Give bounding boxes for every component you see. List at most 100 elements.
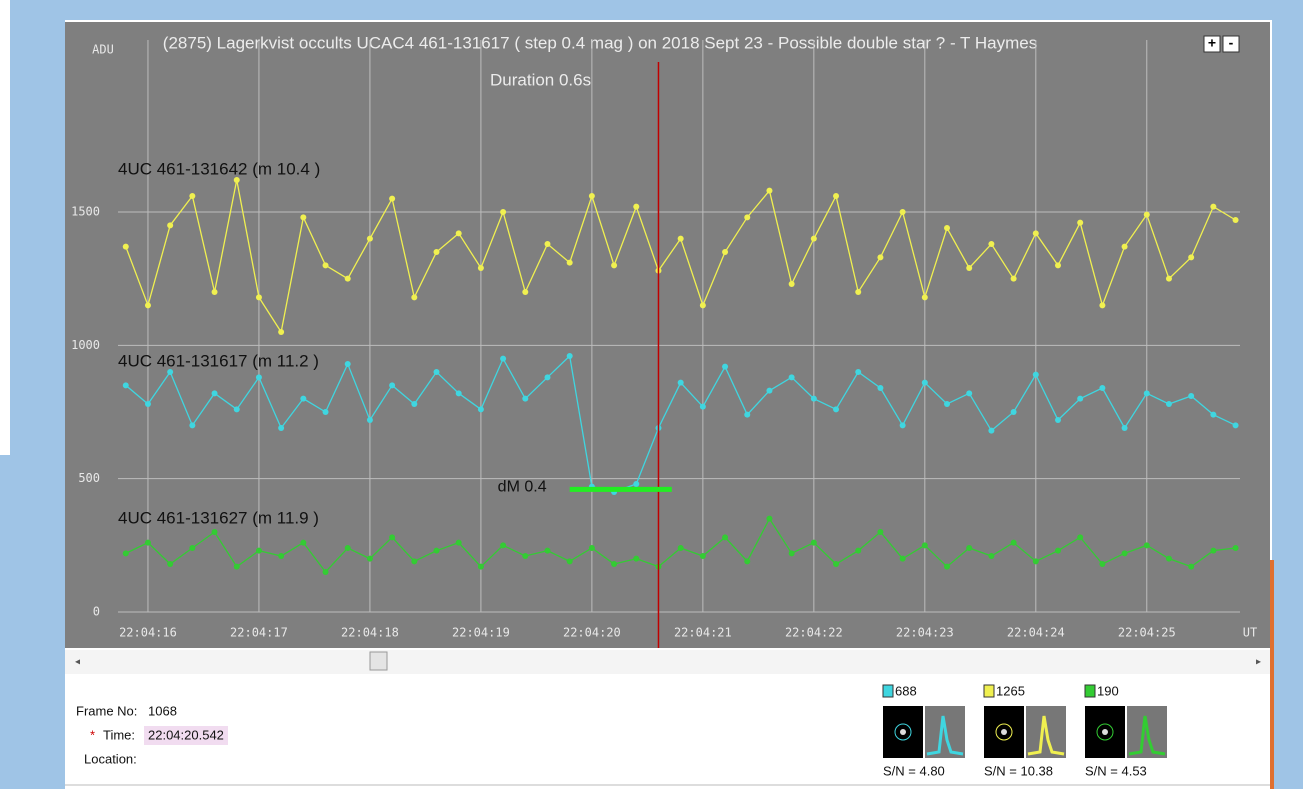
data-point bbox=[566, 353, 573, 359]
aperture-star bbox=[1001, 729, 1007, 735]
data-point bbox=[1099, 561, 1106, 567]
data-point bbox=[344, 275, 351, 282]
scrollbar[interactable] bbox=[65, 650, 1270, 674]
data-point bbox=[810, 539, 817, 546]
data-point bbox=[921, 294, 928, 301]
target-swatch bbox=[882, 684, 894, 698]
data-point bbox=[1232, 545, 1239, 551]
data-point bbox=[699, 403, 706, 410]
data-point bbox=[899, 422, 906, 429]
scroll-thumb[interactable] bbox=[369, 651, 388, 671]
data-point bbox=[522, 553, 529, 559]
data-point bbox=[122, 382, 129, 389]
data-point bbox=[1165, 275, 1172, 282]
data-point bbox=[566, 259, 573, 266]
data-point bbox=[544, 374, 551, 381]
psf-profile bbox=[1128, 715, 1166, 756]
scroll-right[interactable]: ▸ bbox=[1256, 657, 1261, 668]
data-point bbox=[766, 515, 773, 522]
data-point bbox=[899, 209, 906, 215]
data-point bbox=[411, 558, 418, 565]
target-value: 190 bbox=[1097, 683, 1119, 698]
data-point bbox=[322, 262, 329, 269]
snr: S/N = 4.80 bbox=[883, 763, 945, 778]
data-point bbox=[1188, 254, 1195, 261]
data-point bbox=[744, 558, 751, 565]
data-point bbox=[1210, 547, 1217, 554]
data-point bbox=[1232, 422, 1239, 429]
zoom-in-button[interactable] bbox=[1203, 35, 1221, 53]
scroll-left[interactable]: ◂ bbox=[75, 657, 80, 668]
data-point bbox=[899, 555, 906, 562]
data-point bbox=[677, 545, 684, 551]
data-point bbox=[433, 547, 440, 554]
data-point bbox=[633, 481, 640, 487]
zoom-out-label[interactable]: - bbox=[1229, 35, 1234, 51]
data-point bbox=[366, 235, 373, 242]
data-point bbox=[722, 363, 729, 370]
data-point bbox=[633, 555, 640, 562]
data-point bbox=[167, 222, 174, 229]
target-swatch bbox=[1084, 684, 1096, 698]
data-point bbox=[500, 355, 507, 362]
series-label: 4UC 461-131627 (m 11.9 ) bbox=[118, 508, 319, 527]
data-point bbox=[366, 417, 373, 423]
data-point bbox=[966, 265, 973, 271]
data-point bbox=[988, 553, 995, 559]
data-point bbox=[122, 243, 129, 250]
data-point bbox=[522, 289, 529, 295]
data-point bbox=[1077, 219, 1084, 226]
target-swatch bbox=[983, 684, 995, 698]
data-point bbox=[1032, 371, 1039, 378]
x-tick-label: 22:04:16 bbox=[119, 626, 177, 640]
x-tick-label: 22:04:22 bbox=[785, 626, 843, 640]
y-axis-label: ADU bbox=[92, 43, 114, 57]
data-point bbox=[411, 401, 418, 407]
data-point bbox=[1010, 539, 1017, 546]
data-point bbox=[300, 395, 307, 402]
data-point bbox=[855, 289, 862, 295]
data-point bbox=[122, 550, 129, 557]
data-point bbox=[766, 387, 773, 394]
data-point bbox=[677, 379, 684, 386]
chart-title: (2875) Lagerkvist occults UCAC4 461-1316… bbox=[163, 33, 1037, 52]
data-point bbox=[322, 409, 329, 415]
data-point bbox=[477, 406, 484, 413]
y-tick-label: 500 bbox=[78, 471, 100, 485]
data-point bbox=[211, 529, 218, 535]
data-point bbox=[1210, 203, 1217, 210]
data-point bbox=[1032, 230, 1039, 237]
data-point bbox=[455, 390, 462, 397]
zoom-in-label[interactable]: + bbox=[1208, 35, 1216, 51]
data-point bbox=[855, 369, 862, 375]
zoom-out-button[interactable] bbox=[1222, 35, 1240, 53]
data-point bbox=[344, 361, 351, 367]
data-point bbox=[500, 209, 507, 215]
data-point bbox=[611, 561, 618, 567]
data-point bbox=[877, 254, 884, 261]
aperture-ring bbox=[894, 723, 912, 741]
data-point bbox=[233, 177, 240, 183]
snr: S/N = 10.38 bbox=[984, 763, 1053, 778]
data-point bbox=[389, 534, 396, 541]
data-point bbox=[455, 230, 462, 237]
target-value: 1265 bbox=[996, 683, 1025, 698]
snr: S/N = 4.53 bbox=[1085, 763, 1147, 778]
data-point bbox=[1054, 262, 1061, 269]
edge bbox=[1270, 560, 1274, 789]
data-point bbox=[766, 187, 773, 194]
time-value: 22:04:20.542 bbox=[148, 727, 224, 742]
data-point bbox=[322, 569, 329, 575]
data-point bbox=[455, 539, 462, 546]
time-highlight bbox=[144, 726, 228, 745]
data-point bbox=[966, 390, 973, 397]
data-point bbox=[211, 289, 218, 295]
data-point bbox=[411, 294, 418, 301]
data-point bbox=[810, 235, 817, 242]
data-point bbox=[500, 542, 507, 549]
target-value: 688 bbox=[895, 683, 917, 698]
x-tick-label: 22:04:24 bbox=[1007, 626, 1065, 640]
data-point bbox=[1143, 390, 1150, 397]
aperture-star bbox=[900, 729, 906, 735]
